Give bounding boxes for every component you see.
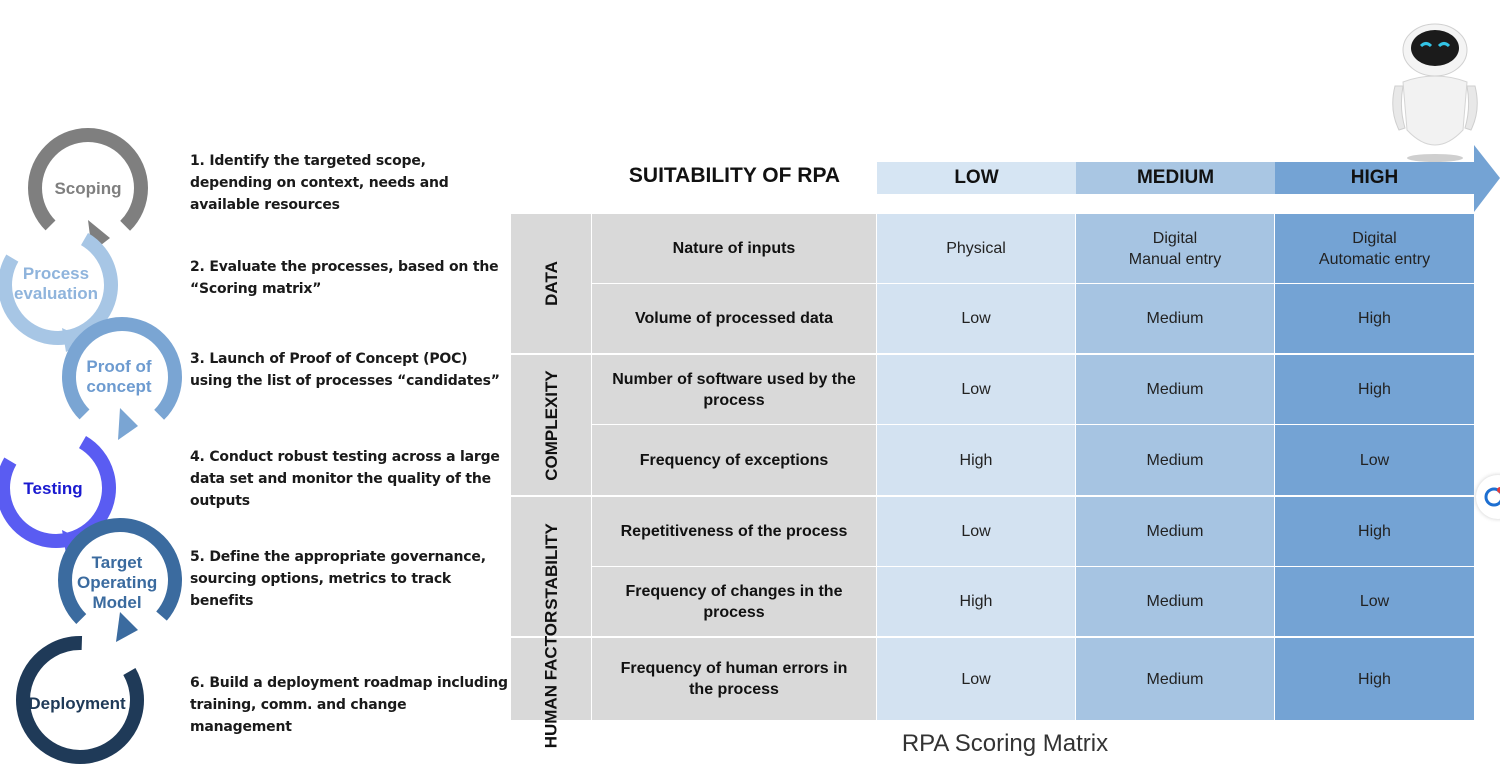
- score-cell-medium: Medium: [1076, 638, 1274, 720]
- score-cell-medium: Medium: [1076, 425, 1274, 495]
- score-cell-low: High: [877, 567, 1075, 636]
- level-header-low: LOW: [954, 167, 999, 188]
- criterion-cell: Volume of processed data: [592, 284, 876, 353]
- chat-widget-button[interactable]: [1476, 475, 1500, 519]
- criterion-cell: Frequency of changes in the process: [592, 567, 876, 636]
- score-cell-high: High: [1275, 284, 1474, 353]
- group-cell-stability: STABILITY: [511, 497, 591, 636]
- step-4-text: 4. Conduct robust testing across a large…: [190, 449, 500, 509]
- score-cell-medium: Medium: [1076, 284, 1274, 353]
- criterion-cell: Frequency of exceptions: [592, 425, 876, 495]
- score-cell-medium: Digital Manual entry: [1076, 214, 1274, 283]
- cycle-label-scoping: Scoping: [54, 179, 122, 198]
- criterion-cell: Number of software used by the process: [592, 355, 876, 424]
- score-cell-low: Physical: [877, 214, 1075, 283]
- cycle-arrow-deployment: [16, 636, 144, 764]
- score-cell-high: High: [1275, 497, 1474, 566]
- criterion-cell: Frequency of human errors in the process: [592, 638, 876, 720]
- group-cell-human-factor: HUMAN FACTOR: [511, 610, 591, 748]
- score-cell-medium: Medium: [1076, 355, 1274, 424]
- score-cell-low: Low: [877, 638, 1075, 720]
- score-cell-high: High: [1275, 355, 1474, 424]
- cycle-label-process-evaluation: Process evaluation: [13, 264, 99, 303]
- criterion-cell: Repetitiveness of the process: [592, 497, 876, 566]
- cycle-label-deployment: Deployment: [28, 694, 126, 713]
- level-header-high: HIGH: [1350, 167, 1399, 188]
- score-cell-high: Digital Automatic entry: [1275, 214, 1474, 283]
- group-cell-data: DATA: [511, 214, 591, 353]
- cycle-label-target-operating-model: Target Operating Model: [77, 553, 158, 612]
- score-cell-low: Low: [877, 284, 1075, 353]
- score-cell-low: Low: [877, 497, 1075, 566]
- score-cell-medium: Medium: [1076, 497, 1274, 566]
- score-cell-high: Low: [1275, 567, 1474, 636]
- cycle-label-proof-of-concept: Proof of concept: [86, 357, 152, 396]
- matrix-caption: RPA Scoring Matrix: [901, 730, 1109, 757]
- criterion-cell: Nature of inputs: [592, 214, 876, 283]
- step-5-text: 5. Define the appropriate governance, so…: [190, 549, 486, 609]
- level-header-medium: MEDIUM: [1136, 167, 1215, 188]
- step-3-text: 3. Launch of Proof of Concept (POC) usin…: [190, 351, 500, 389]
- process-cycle-diagram: [0, 128, 182, 764]
- group-cell-stability-label: STABILITY: [541, 523, 561, 610]
- suitability-arrow: [877, 145, 1500, 212]
- step-6-text: 6. Build a deployment roadmap including …: [190, 675, 508, 735]
- matrix-title: SUITABILITY OF RPA: [628, 164, 841, 187]
- group-cell-complexity-label: COMPLEXITY: [541, 369, 561, 481]
- score-cell-high: High: [1275, 638, 1474, 720]
- score-cell-medium: Medium: [1076, 567, 1274, 636]
- score-cell-low: High: [877, 425, 1075, 495]
- group-cell-complexity: COMPLEXITY: [511, 355, 591, 495]
- group-cell-human-factor-label: HUMAN FACTOR: [541, 610, 561, 748]
- chat-bubble-icon: [1484, 487, 1500, 507]
- score-cell-low: Low: [877, 355, 1075, 424]
- score-cell-high: Low: [1275, 425, 1474, 495]
- robot-illustration: [1392, 23, 1478, 162]
- group-cell-data-label: DATA: [541, 261, 561, 306]
- cycle-arrow-target-operating-model: [57, 518, 182, 642]
- step-1-text: 1. Identify the targeted scope, dependin…: [190, 153, 449, 213]
- cycle-label-testing: Testing: [23, 479, 83, 498]
- cycle-arrow-proof-of-concept: [61, 317, 182, 440]
- step-2-text: 2. Evaluate the processes, based on the …: [190, 259, 499, 297]
